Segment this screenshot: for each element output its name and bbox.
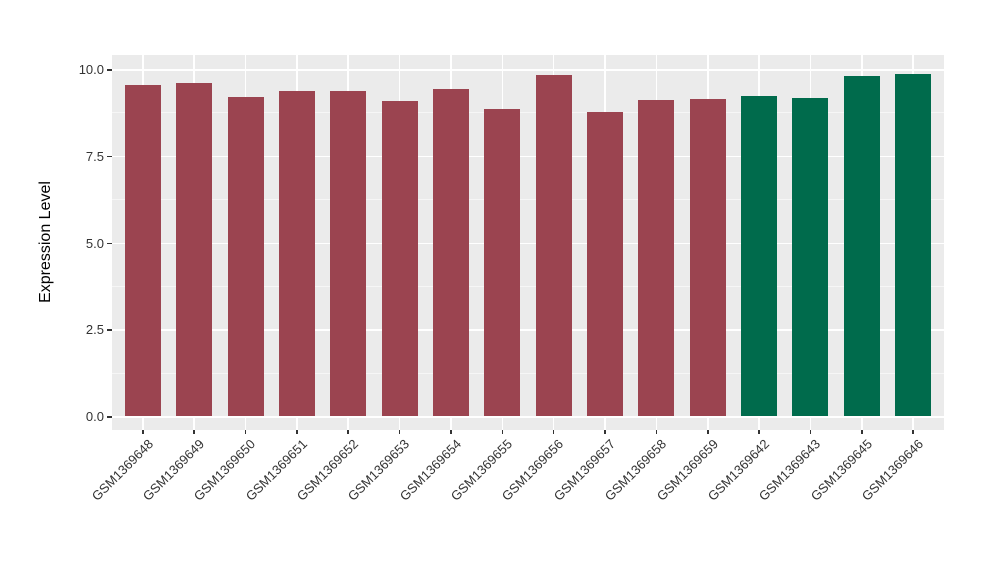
x-tick-mark	[142, 430, 144, 434]
x-tick-mark	[296, 430, 298, 434]
x-tick-mark	[809, 430, 812, 434]
gridline-major	[112, 69, 944, 71]
y-tick-mark	[107, 69, 112, 71]
bar-GSM1369659	[689, 98, 726, 416]
x-tick-mark	[450, 430, 452, 434]
bar-GSM1369657	[587, 112, 624, 416]
bar-GSM1369649	[176, 82, 213, 416]
y-tick-label: 7.5	[85, 148, 104, 164]
y-tick-mark	[107, 155, 112, 158]
x-tick-mark	[244, 430, 247, 434]
y-tick-label: 2.5	[85, 322, 104, 338]
bar-GSM1369652	[330, 90, 367, 416]
y-tick-mark	[107, 329, 112, 331]
bar-GSM1369654	[432, 88, 469, 416]
x-tick-mark	[604, 430, 606, 434]
gridline-major	[112, 416, 944, 418]
x-tick-mark	[501, 430, 504, 434]
plot-panel	[112, 55, 944, 430]
bar-GSM1369646	[895, 73, 932, 416]
x-tick-mark	[655, 430, 658, 434]
x-tick-mark	[552, 430, 555, 434]
x-tick-mark	[861, 430, 863, 434]
bar-GSM1369656	[535, 74, 572, 416]
x-tick-mark	[193, 430, 195, 434]
bar-GSM1369655	[484, 108, 521, 416]
bar-GSM1369648	[124, 84, 161, 416]
y-tick-mark	[107, 242, 112, 244]
bar-GSM1369658	[638, 100, 675, 416]
y-tick-label: 5.0	[85, 235, 104, 251]
y-tick-mark	[107, 416, 112, 418]
bar-GSM1369645	[843, 75, 880, 416]
bar-GSM1369650	[227, 97, 264, 416]
y-tick-label: 0.0	[85, 409, 104, 424]
x-tick-mark	[347, 430, 349, 434]
y-tick-label: 10.0	[78, 62, 104, 77]
x-tick-mark	[707, 430, 709, 434]
x-tick-mark	[758, 430, 760, 434]
bar-GSM1369643	[792, 97, 829, 416]
x-tick-mark	[398, 430, 401, 434]
bar-GSM1369642	[741, 95, 778, 416]
bar-GSM1369653	[381, 101, 418, 416]
x-tick-mark	[912, 430, 914, 434]
bar-GSM1369651	[278, 91, 315, 416]
